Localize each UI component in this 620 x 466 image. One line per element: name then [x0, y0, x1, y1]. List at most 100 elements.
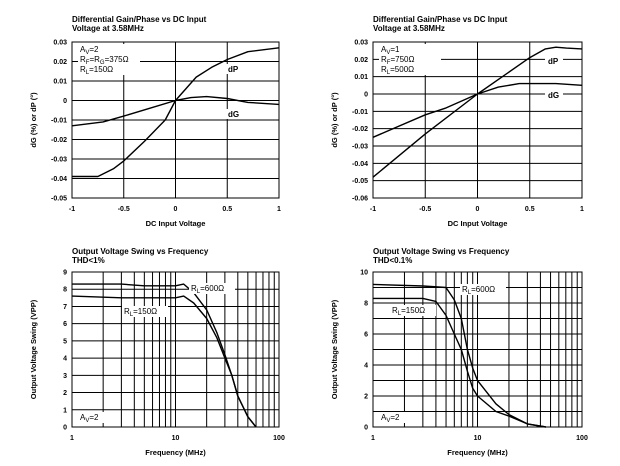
label-text: A — [80, 413, 86, 422]
y-tick-label: 8 — [63, 287, 67, 294]
annotation-bg — [379, 412, 405, 423]
y-tick-label: -0.04 — [352, 161, 368, 168]
y-tick-label: -0.01 — [51, 118, 67, 125]
label-text: A — [381, 413, 387, 422]
label-subscript: V — [386, 418, 390, 424]
x-axis-label: Frequency (MHz) — [145, 448, 206, 457]
y-axis-label: Output Voltage Swing (VPP) — [29, 299, 38, 399]
annotation: RL=150Ω — [80, 65, 113, 76]
label-text: =750Ω — [390, 55, 414, 64]
chart-title: THD<0.1% — [373, 256, 412, 265]
series-label-bg — [545, 90, 563, 100]
series-label-bg — [545, 56, 563, 66]
y-tick-label: -0.03 — [51, 157, 67, 164]
y-tick-label: -0.04 — [51, 176, 67, 183]
y-tick-label: 9 — [63, 270, 67, 277]
y-tick-label: 0.03 — [53, 40, 67, 47]
annotation: AV=1 — [381, 45, 400, 56]
label-subscript: L — [197, 289, 201, 295]
series-line-RL=600Ω — [372, 283, 546, 428]
y-tick-label: 0.03 — [354, 40, 368, 47]
annotation: RF=750Ω — [381, 55, 414, 66]
y-axis-label: Output Voltage Swing (VPP) — [330, 299, 339, 399]
x-tick-label: -1 — [370, 206, 376, 213]
x-tick-label: 100 — [576, 435, 588, 442]
y-tick-label: 1 — [63, 407, 67, 414]
y-tick-label: 3 — [63, 373, 67, 380]
y-tick-label: -0.02 — [51, 137, 67, 144]
x-tick-label: -1 — [69, 206, 75, 213]
y-tick-label: -0.06 — [352, 196, 368, 203]
label-text: =2 — [89, 45, 99, 54]
series-label: RL=600Ω — [191, 284, 224, 295]
label-text: A — [381, 45, 387, 54]
x-tick-label: -0.5 — [118, 206, 130, 213]
label-text: R — [191, 284, 197, 293]
series-label-bg — [390, 305, 436, 316]
chart-4: Output Voltage Swing vs FrequencyTHD<0.1… — [330, 247, 588, 457]
series-label-bg — [225, 109, 243, 119]
label-subscript: F — [387, 60, 391, 66]
series-line-dP — [372, 46, 583, 178]
series-line-dP — [72, 47, 280, 178]
series-label: RL=150Ω — [124, 307, 157, 318]
label-text: =500Ω — [390, 65, 414, 74]
label-text: R — [381, 55, 387, 64]
y-tick-label: -0.03 — [352, 144, 368, 151]
label-text: R — [462, 285, 468, 294]
label-text: =R — [89, 55, 100, 64]
y-axis-label: dG (%) or dP (°) — [330, 92, 339, 148]
y-tick-label: 0 — [364, 425, 368, 432]
chart-title: THD<1% — [72, 256, 105, 265]
series-line-RL=600Ω — [72, 283, 257, 428]
label-subscript: L — [130, 312, 134, 318]
y-tick-label: -0.02 — [352, 126, 368, 133]
annotation-bg — [78, 54, 140, 65]
x-axis-label: Frequency (MHz) — [447, 448, 508, 457]
y-tick-label: 0.02 — [53, 59, 67, 66]
y-tick-label: 0.02 — [354, 57, 368, 64]
label-text: A — [80, 45, 86, 54]
label-text: =2 — [89, 413, 99, 422]
chart-2: Differential Gain/Phase vs DC InputVolta… — [330, 15, 584, 228]
series-line-dG — [372, 82, 583, 138]
label-text: R — [80, 55, 86, 64]
gridlines — [372, 271, 583, 428]
annotation-bg — [78, 44, 140, 55]
y-tick-label: 8 — [364, 301, 368, 308]
chart-title: Output Voltage Swing vs Frequency — [72, 247, 209, 256]
x-tick-label: 0 — [174, 206, 178, 213]
series-label-bg — [122, 306, 168, 317]
label-subscript: L — [86, 70, 90, 76]
x-tick-label: 10 — [474, 435, 482, 442]
y-tick-label: 10 — [360, 270, 368, 277]
gridlines — [71, 271, 280, 428]
series-label: dP — [548, 57, 559, 66]
x-tick-label: 0 — [476, 206, 480, 213]
label-text: R — [392, 306, 398, 315]
label-subscript: G — [100, 60, 105, 66]
x-tick-label: 10 — [172, 435, 180, 442]
series-label-bg — [189, 283, 235, 294]
y-tick-label: 7 — [63, 304, 67, 311]
series-label-bg — [225, 64, 243, 74]
y-tick-label: 2 — [364, 394, 368, 401]
x-tick-label: 1 — [70, 435, 74, 442]
annotation: RL=500Ω — [381, 65, 414, 76]
label-subscript: F — [86, 60, 90, 66]
x-tick-label: -0.5 — [419, 206, 431, 213]
series-line-RL=150Ω — [71, 295, 257, 428]
chart-1: Differential Gain/Phase vs DC InputVolta… — [29, 15, 281, 228]
label-text: =150Ω — [401, 306, 425, 315]
series-label: RL=600Ω — [462, 285, 495, 296]
label-subscript: L — [468, 290, 472, 296]
annotation-bg — [379, 54, 441, 65]
y-tick-label: 0.01 — [53, 79, 67, 86]
y-tick-label: 0 — [63, 98, 67, 105]
y-tick-label: 4 — [364, 363, 368, 370]
annotation-bg — [78, 412, 104, 423]
y-tick-label: 5 — [63, 338, 67, 345]
chart-title: Differential Gain/Phase vs DC Input — [373, 15, 508, 24]
